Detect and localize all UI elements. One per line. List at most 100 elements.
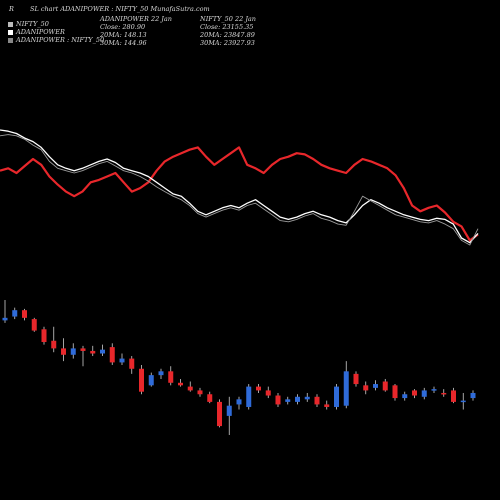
candle	[412, 389, 417, 399]
candle	[256, 384, 261, 393]
candle-body	[187, 386, 193, 391]
candle-body	[431, 389, 437, 391]
candle-body	[275, 395, 281, 405]
candle-body	[70, 348, 76, 355]
legend-swatch-ratio	[8, 37, 13, 43]
candle	[304, 392, 310, 402]
adani-ma20: 20MA: 148.13	[100, 31, 147, 39]
candle-body	[90, 350, 96, 354]
candle	[343, 361, 349, 409]
candle	[148, 372, 154, 387]
candlestick-layer	[2, 300, 476, 435]
candle-body	[412, 390, 417, 396]
candle-body	[168, 371, 174, 383]
candle	[139, 364, 144, 395]
candle	[265, 386, 271, 399]
candle	[382, 378, 388, 392]
candle-body	[178, 382, 183, 386]
candle-body	[441, 392, 447, 395]
candle	[363, 381, 369, 395]
candle-body	[304, 396, 310, 400]
legend-label-ratio: ADANIPOWER : NIFTY_50	[16, 36, 105, 44]
candle-body	[256, 386, 261, 391]
candle-body	[2, 317, 8, 321]
candle-body	[382, 381, 388, 391]
candle-body	[207, 394, 213, 402]
candle	[207, 391, 213, 404]
candle	[392, 384, 398, 401]
candle	[353, 371, 359, 387]
candle-body	[265, 390, 271, 396]
candle-body	[41, 329, 47, 343]
candle	[324, 400, 330, 410]
candle	[109, 343, 115, 365]
candle	[80, 345, 86, 367]
candle	[402, 391, 408, 401]
candle-body	[22, 310, 27, 318]
candle	[295, 394, 300, 405]
candle	[119, 353, 125, 365]
candle-body	[139, 368, 144, 392]
candle	[373, 380, 378, 391]
candle-body	[451, 390, 456, 402]
candle	[314, 394, 320, 407]
candle-body	[158, 371, 164, 376]
candle-body	[295, 396, 300, 402]
candle-body	[285, 399, 291, 402]
candle-body	[80, 348, 86, 351]
candle-body	[343, 371, 349, 406]
legend-swatch-nifty	[8, 21, 13, 27]
candle-body	[353, 373, 359, 385]
candle-body	[363, 385, 369, 391]
candle-body	[61, 348, 66, 355]
candle-body	[402, 394, 408, 399]
candle-body	[226, 405, 232, 416]
adani-info-title: ADANIPOWER 22 Jan	[100, 15, 172, 23]
legend-item-nifty: NIFTY_50	[8, 20, 104, 28]
candle-body	[236, 399, 242, 405]
line-series-layer	[0, 129, 479, 246]
candle	[41, 326, 47, 345]
candle	[470, 390, 476, 401]
series-line-2	[0, 129, 479, 244]
candle	[187, 381, 193, 392]
candle-body	[109, 347, 115, 363]
candle-body	[470, 392, 476, 399]
candle-body	[31, 319, 37, 331]
legend-label-adani: ADANIPOWER	[16, 28, 65, 36]
candle	[217, 399, 222, 428]
nifty-info-title: NIFTY_50 22 Jan	[200, 15, 256, 23]
candle	[421, 387, 427, 400]
candle-body	[100, 349, 105, 354]
chart-r-label: R	[9, 5, 14, 13]
candle	[12, 307, 18, 320]
adani-close: Close: 280.90	[100, 23, 146, 31]
candle-body	[197, 390, 203, 395]
candle-body	[334, 386, 339, 407]
series-line-1	[0, 146, 479, 242]
candle-body	[129, 358, 135, 369]
candle-body	[324, 404, 330, 407]
candle	[31, 317, 37, 332]
candle	[2, 300, 8, 323]
candle	[431, 386, 437, 393]
candle	[197, 387, 203, 397]
candle-body	[460, 400, 466, 403]
candle	[460, 392, 466, 410]
legend-item-ratio: ADANIPOWER : NIFTY_50	[8, 36, 104, 44]
candle	[226, 396, 232, 435]
candle-body	[373, 384, 378, 388]
candle-body	[246, 386, 252, 407]
candle	[178, 378, 183, 387]
candle	[285, 396, 291, 405]
candle-body	[148, 375, 154, 386]
candle	[168, 366, 174, 386]
candle	[51, 326, 57, 353]
candle	[100, 344, 105, 357]
candle	[236, 396, 242, 410]
candle	[441, 389, 447, 397]
nifty-ma30: 30MA: 23927.93	[200, 39, 255, 47]
chart-title: SL chart ADANIPOWER : NIFTY_50 MunafaSut…	[30, 5, 210, 13]
series-line-3	[0, 134, 479, 246]
candle-body	[51, 340, 57, 349]
